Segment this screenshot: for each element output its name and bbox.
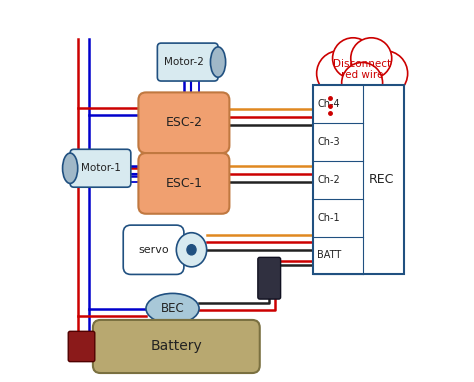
Circle shape <box>333 38 374 79</box>
FancyBboxPatch shape <box>138 92 229 153</box>
Text: BEC: BEC <box>161 302 184 315</box>
Text: Ch-1: Ch-1 <box>318 212 340 223</box>
Text: BATT: BATT <box>318 251 342 261</box>
Ellipse shape <box>63 153 78 183</box>
Text: Disconnect
red wire: Disconnect red wire <box>333 59 391 81</box>
Text: Motor-2: Motor-2 <box>164 57 204 67</box>
Circle shape <box>317 51 362 96</box>
FancyBboxPatch shape <box>157 43 218 81</box>
Text: ESC-2: ESC-2 <box>165 116 202 129</box>
Text: Battery: Battery <box>150 340 202 353</box>
Ellipse shape <box>176 233 207 267</box>
Text: Motor-1: Motor-1 <box>81 163 120 173</box>
Text: ESC-1: ESC-1 <box>165 177 202 190</box>
Circle shape <box>335 42 390 97</box>
Text: Ch-4: Ch-4 <box>318 99 340 109</box>
Ellipse shape <box>146 293 199 324</box>
Ellipse shape <box>187 244 196 255</box>
FancyBboxPatch shape <box>93 320 260 373</box>
FancyBboxPatch shape <box>138 153 229 214</box>
Circle shape <box>362 51 408 96</box>
Text: servo: servo <box>138 245 169 255</box>
Text: Ch-3: Ch-3 <box>318 137 340 147</box>
FancyBboxPatch shape <box>258 257 281 299</box>
Circle shape <box>342 62 383 104</box>
FancyBboxPatch shape <box>313 85 404 274</box>
Circle shape <box>351 38 392 79</box>
FancyBboxPatch shape <box>123 225 184 274</box>
Ellipse shape <box>210 47 226 77</box>
FancyBboxPatch shape <box>70 149 131 187</box>
Text: Ch-2: Ch-2 <box>318 175 340 185</box>
FancyBboxPatch shape <box>68 331 95 362</box>
Text: REC: REC <box>368 173 394 186</box>
